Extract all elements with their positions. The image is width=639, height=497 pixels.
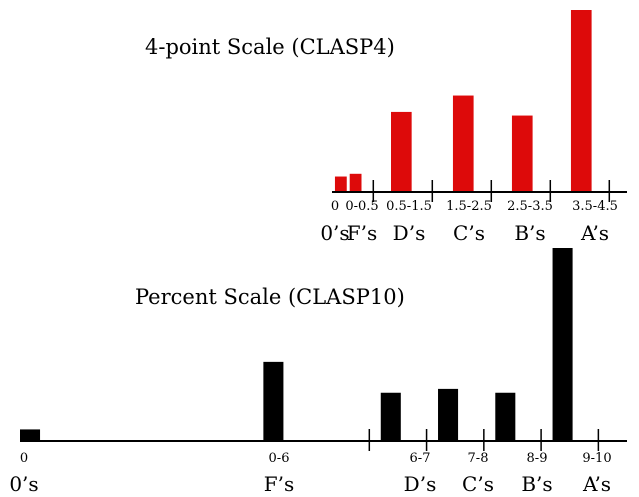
clasp10-ticks bbox=[368, 429, 600, 451]
clasp4-grade-labels: 0’sF’s D’s C’s B’s A’s bbox=[320, 221, 609, 245]
clasp10-chart: Percent Scale (CLASP10) 0 0-6 6-7 7-8 8-9 9-1… bbox=[9, 248, 627, 496]
grade-label: F’s bbox=[347, 221, 378, 245]
clasp4-chart: 4-point Scale (CLASP4) 0 0-0.5 0.5-1.5 1.5-… bbox=[145, 10, 627, 245]
category-label: 0 bbox=[20, 451, 28, 466]
category-label: 0-0.5 bbox=[345, 199, 378, 214]
bar-4 bbox=[452, 95, 474, 192]
category-label: 0-6 bbox=[269, 451, 290, 466]
category-label: 6-7 bbox=[410, 451, 431, 466]
category-label: 7-8 bbox=[468, 451, 489, 466]
bar-3 bbox=[380, 392, 401, 441]
grade-label: A’s bbox=[580, 221, 609, 245]
clasp4-ticks bbox=[372, 180, 611, 202]
category-label: 2.5-3.5 bbox=[507, 199, 553, 214]
bar-5 bbox=[495, 392, 516, 441]
clasp10-grade-labels: 0’s F’s D’s C’s B’s A’s bbox=[9, 472, 611, 496]
bar-4 bbox=[438, 388, 459, 441]
grade-label: 0’s bbox=[320, 221, 349, 245]
clasp4-bars bbox=[334, 10, 592, 192]
grade-label: C’s bbox=[453, 221, 485, 245]
category-label: 8-9 bbox=[527, 451, 548, 466]
bar-6 bbox=[570, 10, 592, 192]
bar-1 bbox=[20, 429, 41, 441]
grade-label: F’s bbox=[264, 472, 295, 496]
grade-label: B’s bbox=[514, 221, 545, 245]
bar-2 bbox=[349, 173, 362, 192]
grade-label: C’s bbox=[462, 472, 494, 496]
bar-5 bbox=[511, 115, 533, 192]
grade-label: A’s bbox=[582, 472, 611, 496]
bar-3 bbox=[391, 111, 412, 192]
category-label: 0.5-1.5 bbox=[386, 199, 432, 214]
clasp10-bars bbox=[20, 248, 573, 441]
grade-label: D’s bbox=[404, 472, 437, 496]
clasp10-category-labels: 0 0-6 6-7 7-8 8-9 9-10 bbox=[20, 451, 612, 466]
clasp4-title: 4-point Scale (CLASP4) bbox=[145, 35, 395, 59]
grade-label: D’s bbox=[393, 221, 426, 245]
category-label: 3.5-4.5 bbox=[572, 199, 618, 214]
bar-2 bbox=[263, 361, 284, 441]
category-label: 9-10 bbox=[582, 451, 611, 466]
category-label: 0 bbox=[331, 199, 339, 214]
grade-label: 0’s bbox=[9, 472, 38, 496]
bar-6 bbox=[552, 248, 573, 441]
grade-label: B’s bbox=[521, 472, 552, 496]
category-label: 1.5-2.5 bbox=[446, 199, 492, 214]
clasp4-category-labels: 0 0-0.5 0.5-1.5 1.5-2.5 2.5-3.5 3.5-4.5 bbox=[331, 199, 618, 214]
clasp10-title: Percent Scale (CLASP10) bbox=[135, 285, 405, 309]
bar-1 bbox=[334, 176, 347, 192]
